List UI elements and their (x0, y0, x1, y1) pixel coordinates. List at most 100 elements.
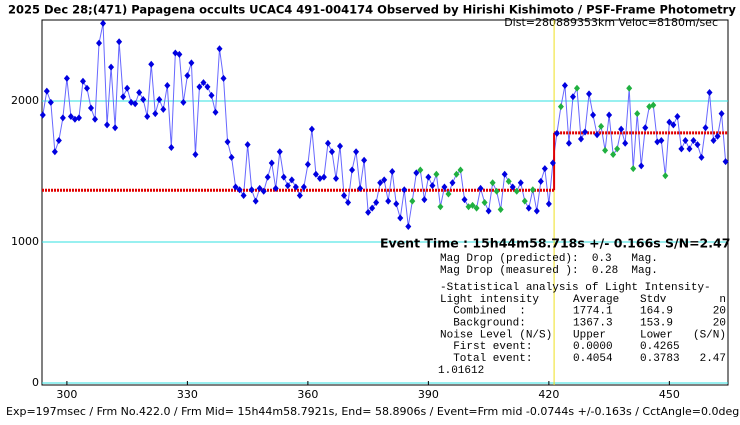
x-tick-label: 390 (418, 388, 439, 401)
stats-cell: 20 (713, 318, 726, 330)
data-point (361, 156, 368, 164)
data-point (244, 141, 251, 149)
data-point (650, 101, 657, 109)
data-point (425, 173, 432, 181)
data-point (642, 124, 649, 132)
data-point (578, 135, 584, 143)
note: Mag Drop (predicted): 0.3 Mag. (440, 253, 658, 265)
data-point (345, 199, 352, 206)
stats-cell: 153.9 (640, 318, 673, 330)
y-tick-label: 2000 (11, 94, 39, 107)
data-point (718, 110, 725, 118)
stats-cell: 0.0000 (573, 341, 613, 353)
data-point (453, 170, 460, 178)
data-point (260, 187, 267, 195)
data-point (702, 124, 709, 132)
data-point (405, 222, 412, 230)
data-point (401, 186, 408, 194)
data-point (132, 100, 139, 108)
data-point (521, 197, 528, 205)
data-point (212, 108, 219, 116)
data-point (565, 139, 572, 147)
data-point (377, 179, 384, 187)
data-point (47, 98, 54, 106)
x-tick-label: 420 (538, 388, 559, 401)
data-point (353, 148, 360, 156)
stats-cell: Noise Level (N/S) (440, 329, 552, 341)
data-point (116, 38, 123, 46)
event-label: Event Time : 15h44m58.718s +/- 0.166s S/… (380, 236, 730, 251)
data-point (537, 177, 544, 185)
data-point (662, 172, 669, 180)
data-point (240, 191, 247, 199)
chart-subtitle: Dist=280889353km Veloc=8180m/sec (504, 16, 718, 29)
data-point (690, 136, 697, 144)
data-point (461, 196, 468, 204)
data-point (682, 136, 689, 144)
stats-cell: n (719, 294, 726, 306)
data-point (497, 206, 504, 214)
data-point (268, 159, 275, 167)
stats-cell: 2.47 (700, 353, 726, 365)
data-point (184, 72, 191, 80)
data-point (421, 196, 428, 204)
data-point (196, 83, 203, 91)
data-point (220, 74, 227, 82)
data-point (51, 148, 58, 156)
data-point (698, 153, 705, 161)
data-point (505, 177, 512, 185)
data-point (557, 103, 564, 111)
data-point (638, 162, 645, 170)
data-point (582, 128, 589, 136)
data-point (525, 204, 532, 212)
stats-cell: Combined : (440, 306, 526, 318)
data-point (722, 158, 729, 166)
data-point (513, 187, 520, 195)
data-point (75, 114, 82, 122)
data-point (216, 45, 223, 53)
data-point (337, 142, 344, 150)
stats-cell: Background: (440, 318, 526, 330)
data-point (88, 104, 94, 112)
note: Mag Drop (measured ): 0.28 Mag. (440, 265, 658, 277)
data-point (304, 160, 311, 168)
data-point (136, 88, 143, 96)
data-point (176, 50, 183, 58)
data-point (493, 187, 500, 195)
data-point (264, 173, 271, 181)
data-point (104, 121, 111, 129)
data-point (224, 138, 231, 146)
data-point (545, 200, 552, 208)
data-point (83, 84, 90, 92)
data-point (429, 182, 436, 190)
data-point (413, 169, 420, 177)
stats-cell: (S/N) (693, 329, 726, 341)
data-point (200, 79, 207, 87)
data-point (100, 19, 107, 27)
data-point (457, 166, 464, 174)
data-point (610, 151, 617, 159)
data-point (666, 118, 673, 126)
stats-cell: 20 (713, 306, 726, 318)
note: -Statistical analysis of Light Intensity… (440, 282, 711, 294)
data-point (710, 136, 717, 144)
data-point (658, 136, 665, 144)
data-point (144, 112, 151, 120)
data-point (469, 201, 476, 209)
data-point (473, 204, 480, 212)
data-point (706, 88, 713, 96)
stats-cell: Upper (573, 329, 606, 341)
data-point (160, 105, 167, 113)
data-point (208, 91, 215, 99)
data-point (92, 115, 99, 123)
data-point (445, 190, 452, 198)
stats-cell: 0.3783 (640, 353, 680, 365)
data-point (714, 132, 721, 140)
y-tick-label: 0 (32, 376, 39, 389)
x-tick-label: 330 (177, 388, 198, 401)
data-point (59, 114, 66, 122)
data-point (228, 153, 235, 161)
data-point (272, 184, 279, 192)
data-point (674, 112, 681, 120)
